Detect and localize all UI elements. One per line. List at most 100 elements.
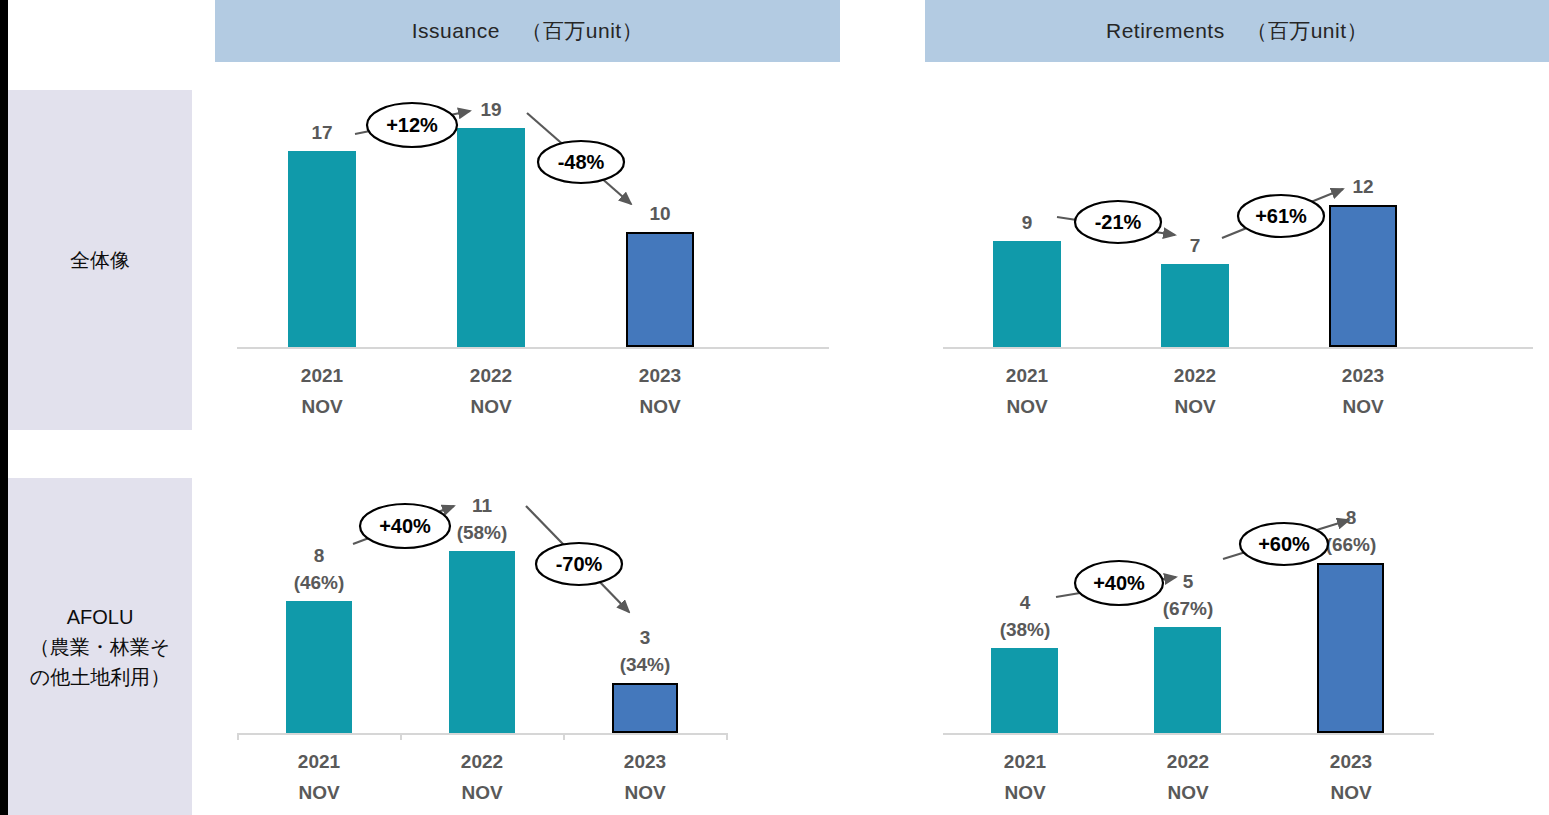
category-month: NOV (1293, 391, 1433, 422)
row-header-afolu-line3: の他土地利用） (30, 662, 170, 692)
category-month: NOV (1281, 777, 1421, 808)
column-header-retirements: Retirements （百万unit） (925, 0, 1549, 62)
bar-2023 (612, 683, 678, 733)
category-label: 2021NOV (957, 360, 1097, 422)
category-label: 2021NOV (955, 746, 1095, 808)
category-label: 2021NOV (252, 360, 392, 422)
carbon-credit-dashboard: Issuance （百万unit） Retirements （百万unit） 全… (0, 0, 1549, 815)
category-month: NOV (590, 391, 730, 422)
category-label: 2022NOV (421, 360, 561, 422)
category-month: NOV (1125, 391, 1265, 422)
bar-2023 (1317, 563, 1384, 733)
row-header-overall-label: 全体像 (70, 245, 130, 275)
row-header-overall: 全体像 (8, 90, 192, 430)
annotation-arrow (527, 113, 631, 204)
annotation-pct-label: -48% (558, 151, 605, 173)
column-header-retirements-label: Retirements （百万unit） (1106, 17, 1368, 45)
category-year: 2023 (575, 746, 715, 777)
bar-value-label: 10 (590, 200, 730, 227)
bar-2021 (991, 648, 1058, 733)
category-month: NOV (575, 777, 715, 808)
bar-value-line: 9 (957, 209, 1097, 236)
category-label: 2023NOV (1281, 746, 1421, 808)
category-year: 2022 (412, 746, 552, 777)
bar-value-line: 8 (249, 542, 389, 569)
bar-2022 (1154, 627, 1221, 733)
bar-value-line: (66%) (1281, 531, 1421, 558)
bar-value-line: (34%) (575, 651, 715, 678)
bar-value-label: 8(66%) (1281, 504, 1421, 558)
x-axis-line (943, 347, 1533, 349)
chart-retirements-afolu: 4(38%)2021NOV5(67%)2022NOV8(66%)2023NOV+… (943, 478, 1549, 815)
category-label: 2023NOV (575, 746, 715, 808)
bar-value-line: (67%) (1118, 595, 1258, 622)
category-month: NOV (252, 391, 392, 422)
x-axis-tick (237, 734, 239, 740)
annotation-pct-label: -70% (556, 553, 603, 575)
category-year: 2021 (955, 746, 1095, 777)
category-year: 2023 (1293, 360, 1433, 391)
category-label: 2023NOV (1293, 360, 1433, 422)
bar-value-line: 17 (252, 119, 392, 146)
bar-value-label: 3(34%) (575, 624, 715, 678)
annotation-pct-label: +61% (1255, 205, 1307, 227)
bar-value-line: 5 (1118, 568, 1258, 595)
bar-2021 (993, 241, 1061, 347)
bar-value-label: 11(58%) (412, 492, 552, 546)
bar-value-line: 19 (421, 96, 561, 123)
category-year: 2022 (1125, 360, 1265, 391)
left-edge-strip (0, 0, 8, 815)
category-year: 2021 (249, 746, 389, 777)
bar-2022 (449, 551, 515, 733)
category-year: 2023 (1281, 746, 1421, 777)
bar-value-label: 5(67%) (1118, 568, 1258, 622)
bar-value-line: 8 (1281, 504, 1421, 531)
bar-value-label: 9 (957, 209, 1097, 236)
bar-value-label: 19 (421, 96, 561, 123)
bar-value-label: 4(38%) (955, 589, 1095, 643)
bar-value-label: 17 (252, 119, 392, 146)
bar-value-line: 11 (412, 492, 552, 519)
category-month: NOV (421, 391, 561, 422)
x-axis-line (237, 347, 829, 349)
category-year: 2022 (1118, 746, 1258, 777)
annotation-oval (1238, 195, 1324, 237)
bar-2021 (288, 151, 356, 347)
chart-retirements-overall: 92021NOV72022NOV122023NOV-21%+61% (943, 90, 1549, 420)
category-month: NOV (249, 777, 389, 808)
chart-issuance-overall: 172021NOV192022NOV102023NOV+12%-48% (237, 90, 837, 420)
annotation-pct-label: -21% (1095, 211, 1142, 233)
bar-value-line: (58%) (412, 519, 552, 546)
category-month: NOV (412, 777, 552, 808)
category-year: 2023 (590, 360, 730, 391)
x-axis-line (237, 733, 728, 735)
bar-value-line: 4 (955, 589, 1095, 616)
category-month: NOV (955, 777, 1095, 808)
category-month: NOV (1118, 777, 1258, 808)
category-label: 2022NOV (412, 746, 552, 808)
category-year: 2021 (252, 360, 392, 391)
annotation-oval (538, 141, 624, 183)
x-axis-tick (563, 734, 565, 740)
bar-value-line: 10 (590, 200, 730, 227)
annotation-oval (536, 543, 622, 585)
x-axis-tick (400, 734, 402, 740)
category-year: 2021 (957, 360, 1097, 391)
category-label: 2023NOV (590, 360, 730, 422)
bar-value-line: (38%) (955, 616, 1095, 643)
bar-2021 (286, 601, 352, 733)
row-header-afolu-line2: （農業・林業そ (30, 632, 170, 662)
bar-value-label: 12 (1293, 173, 1433, 200)
category-month: NOV (957, 391, 1097, 422)
bar-value-label: 7 (1125, 232, 1265, 259)
column-header-issuance-label: Issuance （百万unit） (412, 17, 643, 45)
row-header-afolu-line1: AFOLU (67, 602, 134, 632)
category-label: 2022NOV (1125, 360, 1265, 422)
x-axis-tick (726, 734, 728, 740)
category-year: 2022 (421, 360, 561, 391)
column-header-issuance: Issuance （百万unit） (215, 0, 840, 62)
bar-2023 (1329, 205, 1397, 347)
bar-value-line: 12 (1293, 173, 1433, 200)
category-label: 2021NOV (249, 746, 389, 808)
bar-value-line: 7 (1125, 232, 1265, 259)
